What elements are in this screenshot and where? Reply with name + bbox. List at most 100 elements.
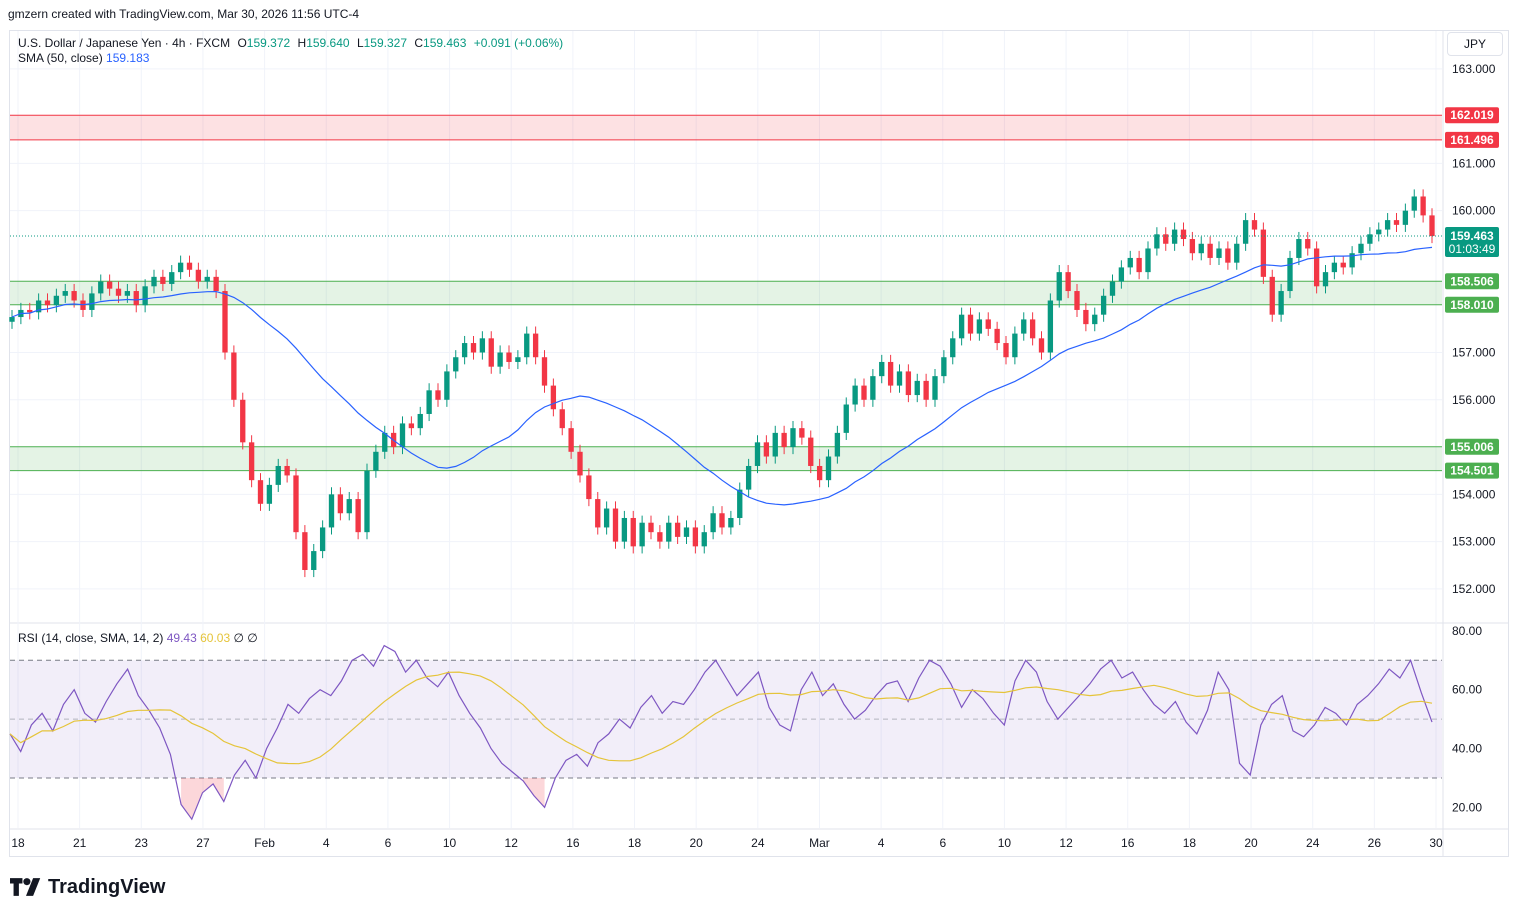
high-label: H159.640 bbox=[298, 36, 350, 50]
candle-body bbox=[648, 522, 654, 533]
brand-name: TradingView bbox=[48, 875, 166, 898]
candle-body bbox=[364, 470, 370, 533]
candle-body bbox=[115, 288, 122, 296]
currency-button[interactable]: JPY bbox=[1447, 32, 1503, 56]
candle-body bbox=[728, 517, 734, 528]
sma-legend[interactable]: SMA (50, close) 159.183 bbox=[18, 51, 149, 65]
candle-body bbox=[1038, 338, 1045, 353]
candle-body bbox=[612, 508, 619, 542]
candle-body bbox=[1021, 319, 1027, 334]
candle-body bbox=[1251, 220, 1258, 230]
candle-body bbox=[71, 291, 77, 301]
candle-body bbox=[958, 314, 965, 339]
candle-body bbox=[586, 475, 592, 500]
candle-body bbox=[186, 262, 193, 270]
candle-body bbox=[950, 338, 956, 358]
candle-body bbox=[506, 352, 512, 362]
candle-body bbox=[683, 527, 690, 537]
candle-body bbox=[319, 527, 326, 552]
candle-body bbox=[1109, 281, 1116, 296]
close-value: 159.463 bbox=[423, 36, 467, 50]
candle-body bbox=[1376, 229, 1382, 235]
support-zone-bottom-tag bbox=[1445, 296, 1499, 313]
candle-body bbox=[346, 499, 352, 514]
candle-body bbox=[497, 352, 503, 367]
candle-body bbox=[532, 333, 539, 358]
candle-body bbox=[1313, 248, 1320, 287]
candle-body bbox=[1189, 239, 1196, 254]
candle-body bbox=[1305, 239, 1311, 249]
price-tick-label: 163.000 bbox=[1452, 62, 1496, 76]
candle-body bbox=[426, 390, 432, 414]
candle-body bbox=[1092, 314, 1098, 325]
candle-body bbox=[568, 428, 574, 452]
candle-body bbox=[879, 361, 885, 377]
time-tick-label: Feb bbox=[254, 836, 275, 850]
sma-line bbox=[11, 246, 1433, 506]
last-price-tag bbox=[1445, 227, 1499, 258]
candle-body bbox=[1340, 262, 1346, 268]
time-tick-label: 24 bbox=[751, 836, 765, 850]
candle-body bbox=[275, 465, 281, 485]
time-tick-label: 26 bbox=[1368, 836, 1382, 850]
candle-body bbox=[328, 494, 335, 528]
support-zone bbox=[10, 281, 1442, 305]
time-tick-label: 16 bbox=[1121, 836, 1135, 850]
close-key: C bbox=[414, 36, 424, 50]
candle-body bbox=[515, 357, 521, 362]
candle-body bbox=[1349, 253, 1355, 268]
candle-body bbox=[834, 432, 841, 457]
rsi-legend[interactable]: RSI (14, close, SMA, 14, 2) 49.43 60.03 … bbox=[18, 631, 258, 645]
symbol-label[interactable]: U.S. Dollar / Japanese Yen · 4h · FXCM bbox=[18, 36, 231, 50]
candle-body bbox=[1198, 243, 1204, 254]
high-key: H bbox=[297, 36, 307, 50]
candle-body bbox=[719, 513, 725, 528]
time-tick-label: 20 bbox=[1244, 836, 1258, 850]
candle-body bbox=[923, 380, 929, 400]
candle-body bbox=[169, 272, 175, 284]
last-price-label: 159.463 bbox=[1450, 229, 1494, 243]
rsi-tick-label: 80.00 bbox=[1452, 624, 1482, 638]
candle-body bbox=[1393, 220, 1400, 225]
open-key: O bbox=[237, 36, 247, 50]
candle-body bbox=[843, 404, 849, 433]
rsi-line bbox=[9, 644, 1433, 821]
candle-body bbox=[133, 291, 139, 306]
candle-body bbox=[417, 413, 423, 429]
rsi-ma-value: 60.03 bbox=[200, 631, 231, 645]
candle-body bbox=[160, 276, 166, 284]
candle-body bbox=[1216, 248, 1222, 258]
candle-body bbox=[1154, 234, 1160, 249]
open-value: 159.372 bbox=[246, 36, 291, 50]
price-tick-label: 152.000 bbox=[1452, 582, 1496, 596]
resistance-zone bbox=[10, 115, 1442, 140]
time-tick-label: 30 bbox=[1429, 836, 1443, 850]
sma-label: SMA (50, close) bbox=[18, 51, 103, 65]
candle-body bbox=[213, 276, 219, 292]
candle-body bbox=[1225, 248, 1231, 263]
candle-body bbox=[941, 357, 947, 377]
candle-body bbox=[9, 317, 15, 322]
time-tick-label: 27 bbox=[196, 836, 210, 850]
candle-body bbox=[657, 532, 663, 542]
candle-body bbox=[1047, 300, 1054, 353]
candle-body bbox=[1402, 210, 1409, 225]
candle-body bbox=[124, 291, 131, 296]
candle-body bbox=[1065, 272, 1071, 292]
candle-body bbox=[106, 281, 113, 289]
candle-body bbox=[453, 357, 459, 372]
candle-body bbox=[763, 442, 770, 457]
support-zone-top-label: 155.006 bbox=[1450, 440, 1494, 454]
close-label: C159.463 bbox=[414, 36, 466, 50]
time-tick-label: 12 bbox=[505, 836, 519, 850]
time-tick-label: 16 bbox=[566, 836, 580, 850]
candle-body bbox=[382, 432, 388, 452]
support-zone-bottom-label: 158.010 bbox=[1450, 298, 1494, 312]
candle-body bbox=[293, 475, 299, 533]
rsi-oversold-fill bbox=[181, 777, 224, 820]
candle-body bbox=[1145, 248, 1151, 273]
candle-body bbox=[1411, 196, 1417, 211]
price-tick-label: 160.000 bbox=[1452, 204, 1496, 218]
candle-body bbox=[861, 385, 867, 400]
